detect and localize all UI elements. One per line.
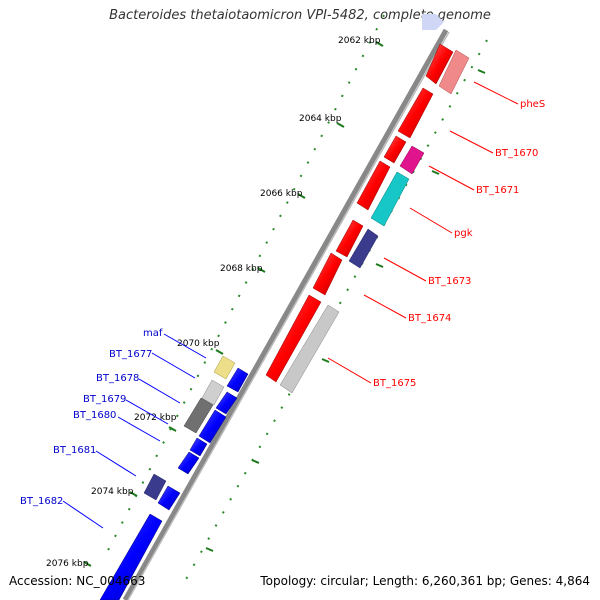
gene-arrow[interactable] — [370, 171, 410, 227]
gene-arrow[interactable] — [265, 294, 322, 383]
gene-label-forward: BT_1671 — [476, 185, 519, 196]
gene-arrow[interactable] — [177, 451, 200, 475]
gene-arrow[interactable] — [356, 160, 391, 211]
gene-arrow[interactable] — [213, 355, 236, 380]
feature-faded — [422, 14, 444, 30]
topology-text: Topology: circular; Length: 6,260,361 bp… — [260, 574, 590, 588]
gene-arrow[interactable] — [397, 87, 434, 139]
gene-label-forward: pgk — [454, 228, 473, 239]
gene-arrow[interactable] — [348, 228, 379, 269]
tick-label: 2066 kbp — [260, 189, 303, 199]
reverse-strand-features — [99, 355, 249, 600]
tick-label: 2072 kbp — [134, 413, 177, 423]
gene-label-reverse: BT_1679 — [83, 394, 126, 405]
gene-arrow[interactable] — [399, 145, 425, 175]
gene-label-forward: BT_1670 — [495, 148, 538, 159]
gene-arrow[interactable] — [425, 43, 454, 85]
gene-label-forward: BT_1673 — [428, 276, 471, 287]
tick-label: 2068 kbp — [220, 264, 263, 274]
gene-arrow[interactable] — [312, 252, 343, 296]
gene-arrow[interactable] — [143, 473, 167, 501]
gene-label-reverse: BT_1681 — [53, 445, 96, 456]
gene-label-reverse: BT_1680 — [73, 410, 116, 421]
gene-label-reverse: maf — [143, 328, 163, 339]
gene-arrow[interactable] — [226, 367, 249, 393]
gene-arrow[interactable] — [279, 304, 340, 394]
genome-backbone — [122, 28, 449, 600]
genome-backbone-shadow — [127, 31, 450, 600]
gene-arrow[interactable] — [215, 391, 238, 415]
dotted-track-inner — [102, 14, 385, 561]
gene-arrow[interactable] — [335, 219, 364, 258]
forward-strand-features — [265, 43, 470, 394]
gene-label-reverse: BT_1682 — [20, 496, 63, 507]
tick-label: 2064 kbp — [299, 114, 342, 124]
gene-arrow[interactable] — [189, 437, 208, 457]
tick-label: 2070 kbp — [177, 339, 220, 349]
gene-arrow[interactable] — [198, 409, 227, 444]
tick-label: 2076 kbp — [46, 559, 89, 569]
gene-arrow[interactable] — [99, 513, 163, 600]
gene-label-forward: BT_1675 — [373, 378, 416, 389]
tick-marks — [83, 41, 486, 567]
gene-label-reverse: BT_1677 — [109, 349, 152, 360]
gene-label-forward: BT_1674 — [408, 313, 451, 324]
tick-label: 2074 kbp — [91, 487, 134, 497]
gene-label-forward: pheS — [520, 99, 545, 110]
tick-label: 2062 kbp — [338, 36, 381, 46]
gene-arrow[interactable] — [438, 49, 470, 95]
map-title: Bacteroides thetaiotaomicron VPI-5482, c… — [109, 8, 491, 23]
gene-arrow[interactable] — [183, 397, 214, 434]
accession-text: Accession: NC_004663 — [9, 574, 146, 588]
gene-label-reverse: BT_1678 — [96, 373, 139, 384]
gene-arrow[interactable] — [201, 379, 225, 406]
gene-arrow[interactable] — [383, 135, 407, 164]
gene-arrow[interactable] — [157, 485, 181, 511]
